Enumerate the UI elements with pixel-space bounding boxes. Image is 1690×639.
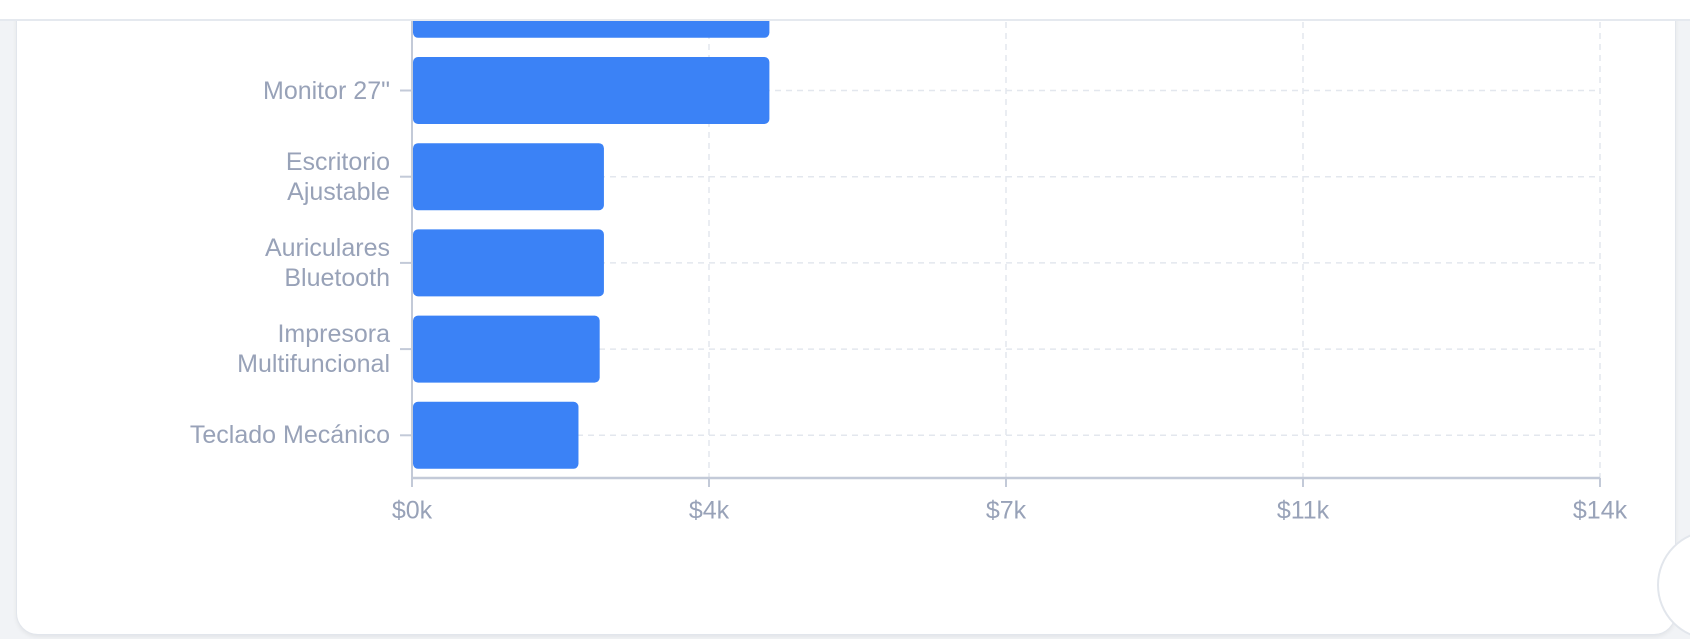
bar bbox=[413, 401, 579, 469]
floating-button[interactable] bbox=[1657, 531, 1690, 639]
y-tick-label: Teclado Mecánico bbox=[189, 421, 390, 450]
x-tick-label: $4k bbox=[689, 497, 730, 525]
x-tick-label: $11k bbox=[1277, 497, 1330, 525]
bar bbox=[413, 143, 604, 211]
bar bbox=[413, 229, 604, 297]
y-tick-label: Monitor 27" bbox=[263, 76, 390, 105]
x-tick-label: $0k bbox=[392, 497, 433, 525]
chart-card bbox=[16, 0, 1676, 635]
y-tick-label: Impresora Multifuncional bbox=[237, 320, 390, 379]
y-tick-label: Auriculares Bluetooth bbox=[264, 233, 390, 292]
x-tick-label: $7k bbox=[986, 497, 1027, 525]
header-bar bbox=[0, 0, 1690, 21]
x-tick-label: $14k bbox=[1573, 497, 1628, 525]
y-tick-label: Escritorio Ajustable bbox=[285, 147, 390, 206]
bar bbox=[413, 315, 600, 383]
bar bbox=[413, 57, 770, 124]
